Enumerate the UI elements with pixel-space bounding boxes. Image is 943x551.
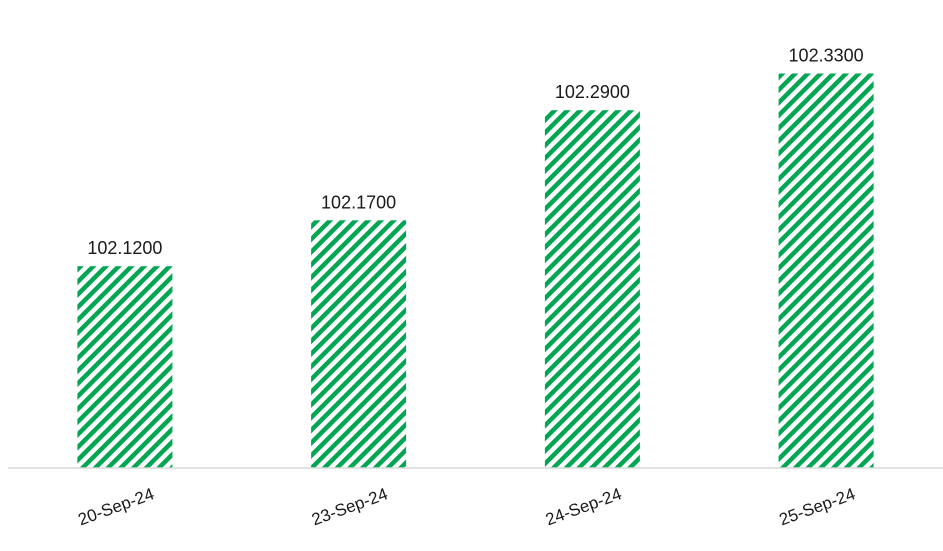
data-label-25-Sep-24: 102.3300: [789, 46, 864, 66]
bar-25-Sep-24: [778, 73, 874, 468]
x-tick-label-20-Sep-24: 20-Sep-24: [75, 484, 156, 529]
bars-group: [77, 73, 874, 468]
x-tick-label-25-Sep-24: 25-Sep-24: [777, 484, 858, 529]
x-tick-label-24-Sep-24: 24-Sep-24: [543, 484, 624, 529]
x-tick-labels-group: 20-Sep-24 23-Sep-24 24-Sep-24 25-Sep-24: [75, 484, 857, 529]
data-label-23-Sep-24: 102.1700: [321, 192, 396, 212]
data-labels-group: 102.1200 102.1700 102.2900 102.3300: [87, 46, 863, 259]
bar-20-Sep-24: [77, 266, 173, 468]
data-label-20-Sep-24: 102.1200: [87, 238, 162, 258]
bar-23-Sep-24: [311, 220, 407, 468]
bar-24-Sep-24: [544, 110, 640, 468]
data-label-24-Sep-24: 102.2900: [555, 82, 630, 102]
x-tick-label-23-Sep-24: 23-Sep-24: [309, 484, 390, 529]
